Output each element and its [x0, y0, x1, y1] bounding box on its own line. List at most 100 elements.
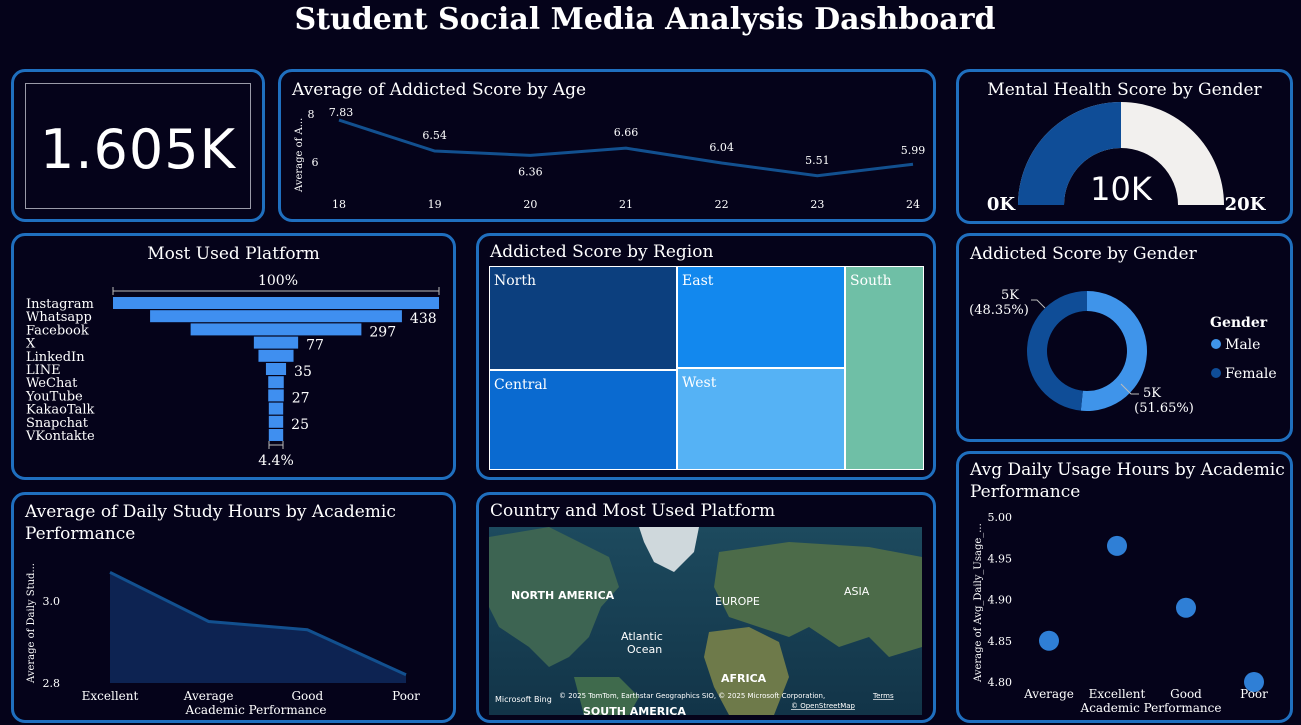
legend-male-label[interactable]: Male	[1225, 337, 1260, 353]
age-x-tick: 19	[428, 198, 442, 211]
scatter-title-2: Performance	[970, 482, 1081, 502]
funnel-category-label: X	[26, 337, 36, 352]
funnel-bar-linkedin[interactable]	[258, 349, 294, 362]
gauge-max-label: 20K	[1225, 194, 1267, 215]
funnel-value-label: 35	[294, 364, 312, 380]
platform-funnel-card[interactable]: Most Used Platform 100% Instagram Whatsap…	[11, 233, 456, 480]
kpi-frame	[25, 83, 251, 209]
map-label-asia: ASIA	[844, 585, 870, 598]
funnel-bar-kakaotalk[interactable]	[268, 402, 284, 415]
funnel-bar-whatsapp[interactable]	[150, 310, 402, 323]
treemap-cell-east[interactable]: East	[677, 266, 845, 368]
funnel-bar-youtube[interactable]	[268, 389, 284, 402]
treemap-cell-north[interactable]: North	[489, 266, 677, 370]
age-point-label: 6.54	[422, 129, 447, 142]
scatter-point-good[interactable]	[1176, 597, 1196, 618]
legend-male-swatch	[1211, 339, 1221, 349]
donut-female-pct: (48.35%)	[969, 303, 1029, 318]
scatter-y-tick: 5.00	[988, 511, 1013, 524]
gauge-title: Mental Health Score by Gender	[987, 80, 1262, 100]
area-fill	[110, 572, 406, 683]
age-chart-ylabel: Average of A...	[294, 118, 305, 193]
legend-female-label[interactable]: Female	[1225, 366, 1277, 382]
gauge-min-label: 0K	[987, 194, 1017, 215]
donut-male-leader	[1120, 383, 1139, 395]
treemap-cell-central[interactable]: Central	[489, 370, 677, 470]
area-x-tick: Excellent	[82, 689, 139, 703]
age-point-label: 6.36	[518, 165, 543, 178]
area-chart-xlabel: Academic Performance	[185, 703, 327, 717]
gender-donut-card[interactable]: Addicted Score by Gender 5K (48.35%) 5K …	[956, 233, 1293, 442]
donut-female-leader	[1031, 299, 1046, 309]
age-x-tick: 24	[906, 198, 920, 211]
funnel-bar-x[interactable]	[253, 336, 299, 349]
age-point-label: 5.99	[901, 144, 926, 157]
scatter-point-average[interactable]	[1039, 630, 1059, 651]
funnel-value-label: 27	[292, 390, 310, 406]
funnel-category-label: KakaoTalk	[26, 403, 94, 418]
scatter-ylabel: Average of Avg_Daily_Usage_...	[973, 523, 984, 683]
age-chart-ytick-8: 8	[308, 108, 315, 121]
treemap-label-north: North	[494, 273, 537, 289]
gauge-fill	[1018, 102, 1121, 205]
scatter-y-tick: 4.85	[988, 635, 1013, 648]
treemap-label-south: South	[850, 273, 892, 289]
map-land-south-america	[574, 677, 639, 715]
map-land-greenland	[639, 527, 699, 572]
funnel-bar-vkontakte[interactable]	[268, 429, 284, 441]
funnel-category-label: Instagram	[26, 297, 94, 312]
age-point-label: 6.66	[614, 126, 639, 139]
area-chart-title-1: Average of Daily Study Hours by Academic	[25, 502, 396, 522]
area-chart-ylabel: Average of Daily Stud...	[26, 563, 37, 684]
scatter-svg: Average of Avg_Daily_Usage_... 5.00 4.95 4…	[973, 511, 1268, 715]
age-chart-ytick-6: 6	[312, 156, 319, 169]
region-treemap-card[interactable]: Addicted Score by Region North Central E…	[476, 233, 936, 480]
map-title: Country and Most Used Platform	[490, 501, 776, 521]
dashboard-title: Student Social Media Analysis Dashboard	[294, 2, 996, 37]
treemap-label-east: East	[682, 273, 714, 289]
scatter-x-tick: Excellent	[1089, 687, 1146, 701]
usage-scatter-card[interactable]: Avg Daily Usage Hours by Academic Perfor…	[956, 451, 1293, 723]
funnel-bar-snapchat[interactable]	[268, 415, 284, 428]
funnel-category-label: VKontakte	[25, 429, 95, 444]
scatter-y-tick: 4.80	[988, 676, 1013, 689]
funnel-bar-line[interactable]	[265, 363, 287, 375]
map-land-europe-asia	[714, 542, 922, 657]
age-x-tick: 23	[810, 198, 824, 211]
map-card[interactable]: Country and Most Used Platform NORTH AME…	[476, 492, 936, 723]
treemap-cell-south[interactable]: South	[845, 266, 924, 470]
legend-female-swatch	[1211, 368, 1221, 378]
funnel-value-label: 438	[410, 311, 437, 327]
area-line-series[interactable]	[109, 570, 407, 677]
funnel-category-label: Snapchat	[26, 416, 89, 431]
map-osm-link[interactable]: © OpenStreetMap	[791, 702, 856, 710]
age-line-series[interactable]	[338, 118, 914, 178]
scatter-point-excellent[interactable]	[1107, 535, 1127, 556]
funnel-category-label: WeChat	[26, 376, 78, 391]
donut-title: Addicted Score by Gender	[970, 244, 1197, 264]
treemap-label-west: West	[682, 375, 717, 391]
funnel-bar-facebook[interactable]	[190, 323, 362, 336]
age-chart-card[interactable]: Average of Addicted Score by Age Average…	[278, 69, 936, 222]
funnel-title: Most Used Platform	[147, 244, 320, 264]
funnel-bar-wechat[interactable]	[268, 376, 284, 389]
gauge-card[interactable]: Mental Health Score by Gender 10K 0K 20K	[956, 69, 1293, 224]
funnel-value-label: 297	[369, 324, 396, 340]
map-svg[interactable]: NORTH AMERICA EUROPE ASIA Atlantic Ocean…	[489, 527, 922, 715]
scatter-y-tick: 4.95	[988, 552, 1013, 565]
gauge-svg: 10K 0K 20K	[987, 102, 1267, 215]
kpi-value: 1.605K	[40, 118, 237, 181]
area-chart-title-2: Performance	[25, 524, 136, 544]
map-terms-link[interactable]: Terms	[872, 692, 894, 700]
scatter-point-poor[interactable]	[1244, 672, 1264, 692]
scatter-x-tick: Good	[1170, 687, 1202, 701]
treemap-cell-west[interactable]: West	[677, 368, 845, 470]
age-x-tick: 21	[619, 198, 633, 211]
donut-slice-female[interactable]	[1027, 291, 1087, 411]
study-hours-card[interactable]: Average of Daily Study Hours by Academic…	[11, 492, 456, 723]
scatter-x-tick: Average	[1023, 687, 1074, 701]
funnel-bottom-pct: 4.4%	[258, 453, 294, 469]
donut-slice-male[interactable]	[1080, 291, 1147, 411]
funnel-bar-instagram[interactable]	[113, 297, 439, 309]
donut-male-value: 5K	[1143, 386, 1161, 401]
